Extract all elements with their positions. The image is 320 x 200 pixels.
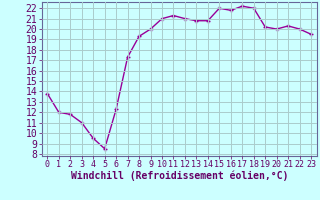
X-axis label: Windchill (Refroidissement éolien,°C): Windchill (Refroidissement éolien,°C) xyxy=(70,171,288,181)
